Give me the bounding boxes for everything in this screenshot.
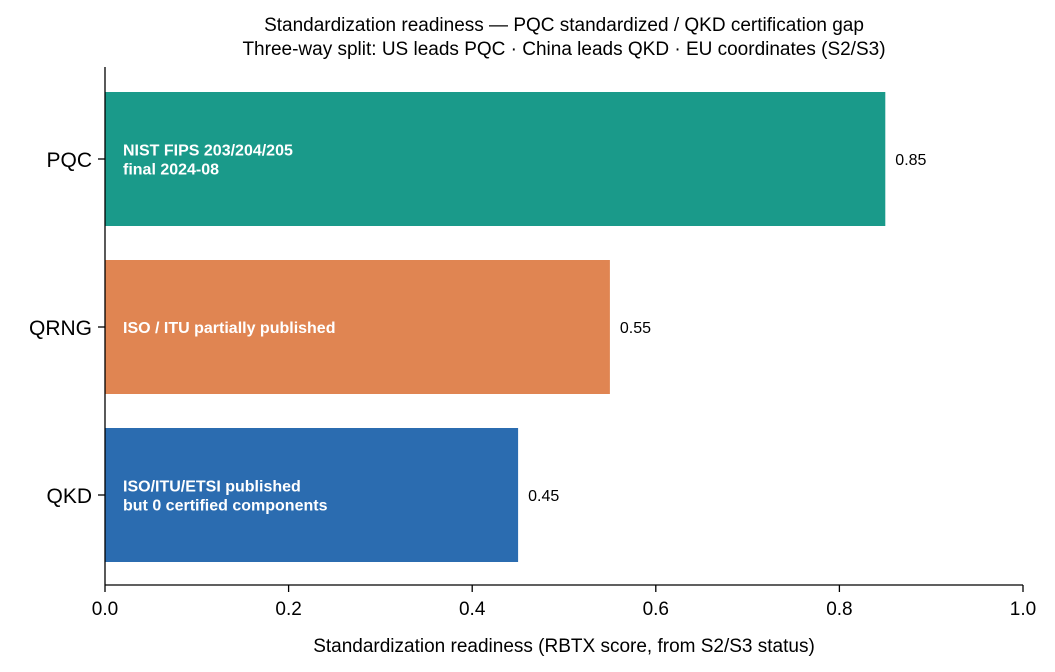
chart-subtitle: Three-way split: US leads PQC · China le… [242, 39, 885, 60]
value-label: 0.55 [620, 320, 651, 337]
x-tick-label: 0.6 [643, 599, 669, 620]
x-tick-label: 0.4 [459, 599, 486, 620]
axes-group: PQC QRNG QKD 0.0 0.2 0.4 0.6 0.8 1.0 [29, 67, 1036, 620]
bar-annotation: ISO / ITU partially published [123, 320, 335, 337]
bar-annotation: but 0 certified components [123, 498, 328, 515]
value-label: 0.45 [528, 488, 559, 505]
bar-annotation: final 2024-08 [123, 162, 219, 179]
bar-qkd [105, 428, 519, 562]
bar-annotation: NIST FIPS 203/204/205 [123, 143, 293, 160]
bar-pqc [105, 92, 886, 226]
y-tick-label: PQC [46, 149, 92, 172]
bar-qrng [105, 260, 610, 394]
chart-title: Standardization readiness — PQC standard… [264, 15, 864, 36]
x-tick-label: 0.8 [826, 599, 852, 620]
x-tick-label: 0.2 [275, 599, 301, 620]
x-axis-label: Standardization readiness (RBTX score, f… [313, 636, 815, 657]
x-tick-label: 0.0 [92, 599, 118, 620]
y-tick-label: QKD [46, 485, 92, 508]
bars-group: NIST FIPS 203/204/205 final 2024-08 0.85 IS… [105, 92, 927, 562]
value-label: 0.85 [895, 152, 926, 169]
y-tick-label: QRNG [29, 317, 92, 340]
x-tick-label: 1.0 [1010, 599, 1036, 620]
bar-annotation: ISO/ITU/ETSI published [123, 479, 301, 496]
